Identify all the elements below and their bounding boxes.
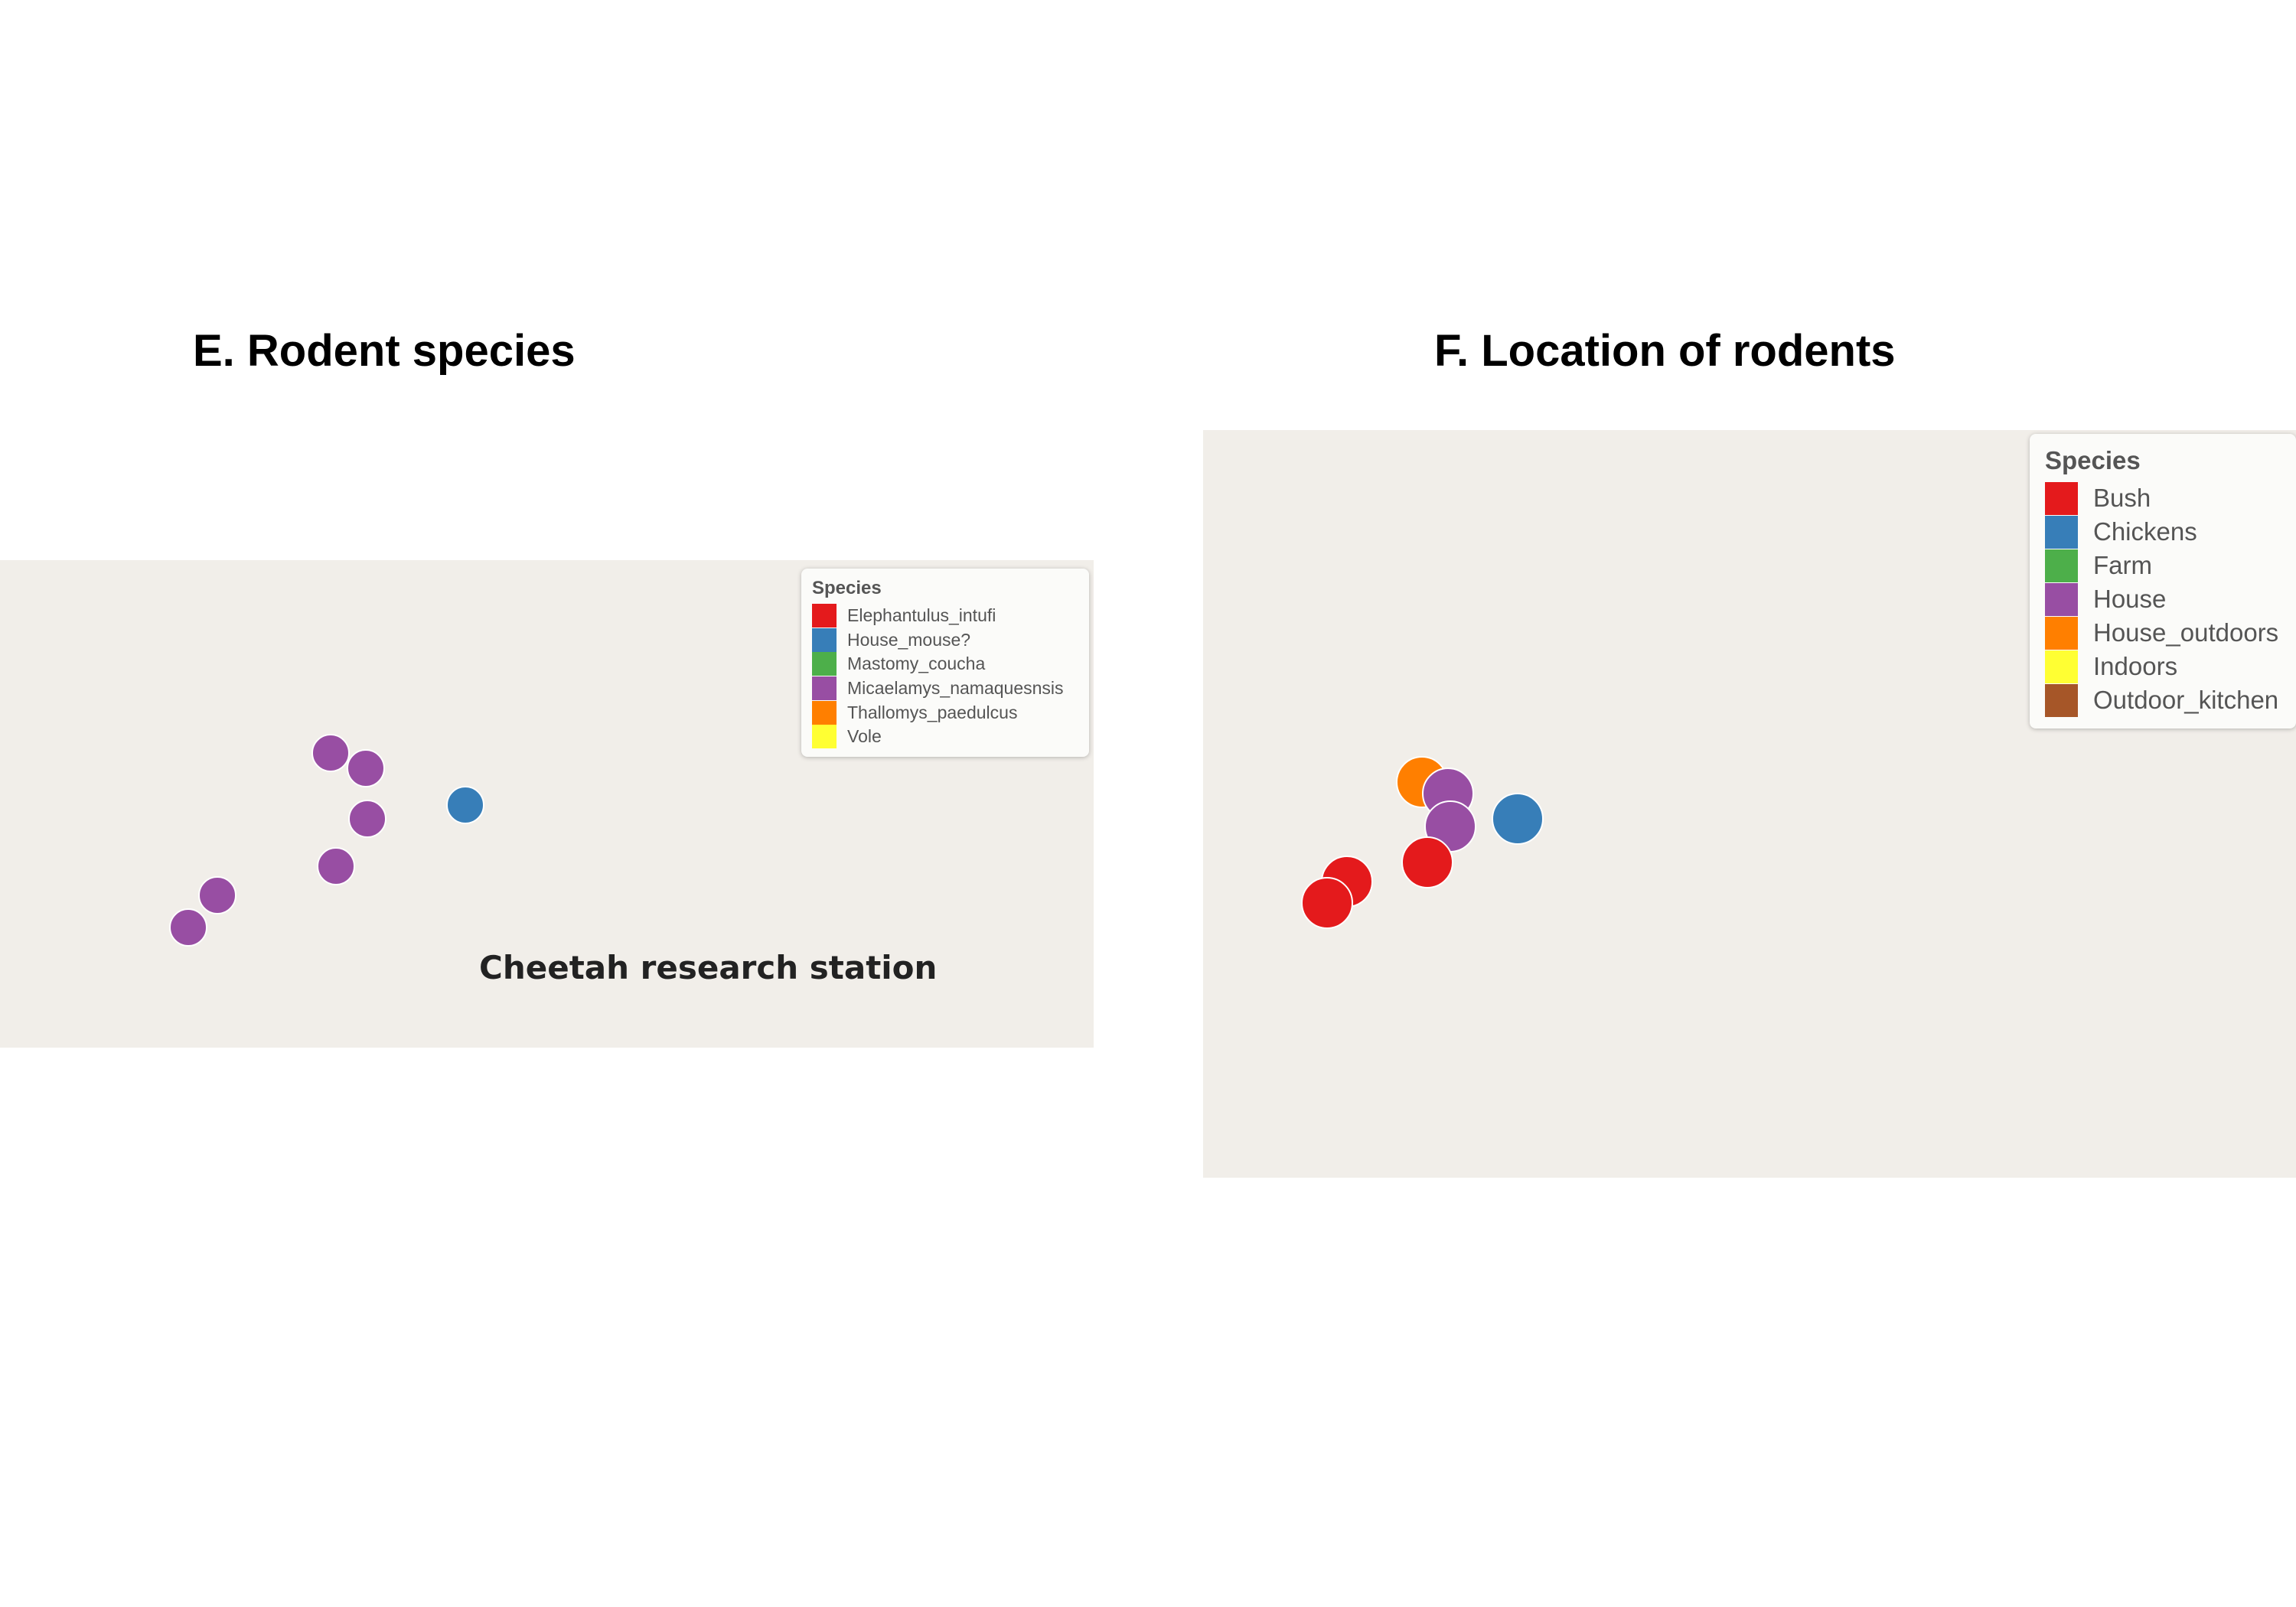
map-marker[interactable] — [1492, 793, 1544, 845]
map-marker[interactable] — [169, 908, 207, 947]
legend-label: Chickens — [2093, 517, 2197, 546]
legend-item: Indoors — [2045, 650, 2281, 683]
legend-title: Species — [2045, 446, 2141, 474]
map-marker[interactable] — [446, 786, 484, 824]
legend-item: Outdoor_kitchen — [2045, 683, 2281, 717]
legend-item: House — [2045, 582, 2281, 616]
map-marker[interactable] — [1301, 877, 1353, 929]
legend-item: Vole — [812, 725, 1078, 749]
legend-swatch — [2045, 683, 2078, 717]
legend-item: Elephantulus_intufi — [812, 604, 1078, 628]
legend-item: House_outdoors — [2045, 616, 2281, 650]
map-marker[interactable] — [347, 749, 385, 787]
legend-label: House_mouse? — [847, 629, 971, 650]
map-marker[interactable] — [317, 847, 355, 885]
legend-swatch — [2045, 616, 2078, 650]
marker-layer-f — [1301, 756, 1544, 929]
legend-label: Elephantulus_intufi — [847, 605, 996, 626]
panel-e-title: E. Rodent species — [193, 326, 576, 376]
legend-swatch — [812, 725, 837, 749]
legend-label: Micaelamys_namaquesnsis — [847, 678, 1064, 699]
panel-f-title: F. Location of rodents — [1434, 326, 1896, 376]
map-marker[interactable] — [311, 734, 350, 772]
legend-item: Micaelamys_namaquesnsis — [812, 676, 1078, 701]
legend-label: Vole — [847, 726, 882, 747]
legend-label: House — [2093, 585, 2167, 613]
marker-layer-e — [169, 734, 484, 947]
legend-species-e: Species Elephantulus_intufi House_mouse? M… — [801, 569, 1089, 757]
legend-swatch — [812, 652, 837, 676]
legend-swatch — [812, 627, 837, 652]
legend-label: Bush — [2093, 484, 2151, 512]
legend-swatch — [812, 700, 837, 725]
legend-swatch — [812, 604, 837, 628]
legend-swatch — [2045, 549, 2078, 582]
legend-label: Mastomy_coucha — [847, 654, 986, 674]
legend-label: Thallomys_paedulcus — [847, 702, 1018, 722]
legend-label: Farm — [2093, 551, 2152, 579]
map-marker[interactable] — [348, 800, 386, 838]
legend-species-f: Species Bush Chickens Farm House House_outdo… — [2030, 434, 2296, 729]
legend-label: Indoors — [2093, 652, 2178, 680]
legend-item: Thallomys_paedulcus — [812, 700, 1078, 725]
legend-item: Chickens — [2045, 515, 2281, 549]
legend-title: Species — [812, 578, 882, 598]
map-marker[interactable] — [1401, 836, 1453, 888]
legend-swatch — [2045, 582, 2078, 616]
legend-item: Farm — [2045, 549, 2281, 582]
legend-item: Bush — [2045, 481, 2281, 515]
legend-item: Mastomy_coucha — [812, 652, 1078, 676]
legend-label: Outdoor_kitchen — [2093, 686, 2279, 714]
legend-swatch — [812, 676, 837, 701]
legend-item: House_mouse? — [812, 627, 1078, 653]
map-marker[interactable] — [198, 876, 236, 914]
place-label-cheetah-station: Cheetah research station — [479, 949, 938, 986]
legend-swatch — [2045, 650, 2078, 683]
legend-swatch — [2045, 481, 2078, 515]
legend-swatch — [2045, 515, 2078, 549]
legend-label: House_outdoors — [2093, 618, 2279, 647]
